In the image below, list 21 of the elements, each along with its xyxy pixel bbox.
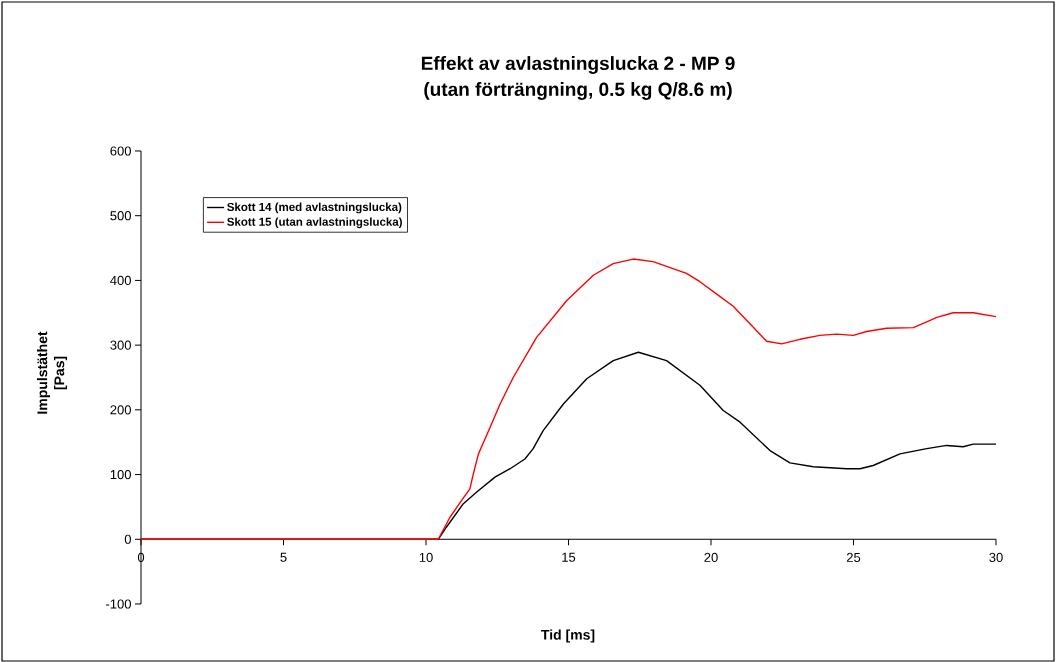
x-tick-label: 25: [846, 552, 861, 562]
x-tick-label: 5: [280, 552, 287, 562]
y-tick-label: 200: [110, 405, 131, 415]
x-tick-label: 10: [419, 552, 433, 562]
chart-title: Effekt av avlastningslucka 2 - MP 9: [421, 56, 735, 74]
y-tick-label: 300: [110, 340, 131, 350]
y-tick-label: 600: [110, 146, 131, 156]
x-tick-label: 15: [562, 552, 576, 562]
x-axis-title: Tid [ms]: [541, 629, 595, 643]
legend-label: Skott 15 (utan avlastningslucka): [227, 217, 402, 229]
y-tick-label: 100: [110, 469, 131, 480]
y-axis-title: Impulstäthet [Pas]: [36, 331, 68, 414]
x-tick-label: 30: [989, 552, 1003, 562]
x-tick-label: 0: [137, 552, 145, 562]
y-tick-label: -100: [106, 599, 131, 609]
x-tick-label: 20: [704, 552, 718, 562]
legend-label: Skott 14 (med avlastningslucka): [227, 202, 402, 214]
chart-subtitle: (utan förträngning, 0.5 kg Q/8.6 m): [424, 82, 732, 100]
y-tick-label: 0: [124, 534, 131, 544]
y-tick-label: 400: [110, 275, 131, 286]
y-tick-label: 500: [110, 211, 131, 221]
